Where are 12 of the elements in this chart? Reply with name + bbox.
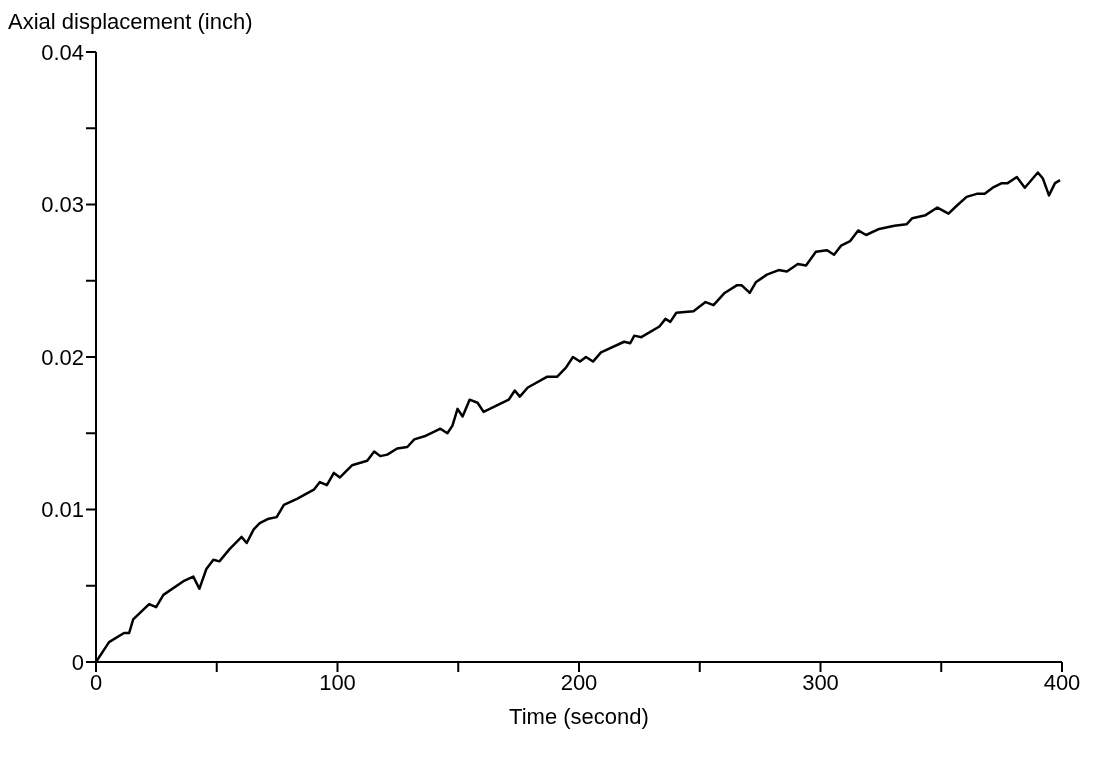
x-tick-label: 0 bbox=[89, 669, 103, 695]
x-tick-label: 100 bbox=[319, 669, 356, 695]
y-axis-title: Axial displacement (inch) bbox=[8, 8, 253, 36]
y-tick-label: 0.01 bbox=[41, 497, 84, 523]
x-tick-label: 400 bbox=[1043, 669, 1081, 695]
x-tick-label: 300 bbox=[802, 669, 839, 695]
y-tick-label: 0.02 bbox=[41, 344, 84, 370]
x-axis-title: Time (second) bbox=[509, 704, 649, 729]
y-tick-label: 0.03 bbox=[41, 192, 84, 218]
x-tick-label: 200 bbox=[560, 669, 598, 695]
y-tick-label: 0 bbox=[71, 649, 84, 675]
y-tick-label: 0.04 bbox=[41, 39, 84, 65]
